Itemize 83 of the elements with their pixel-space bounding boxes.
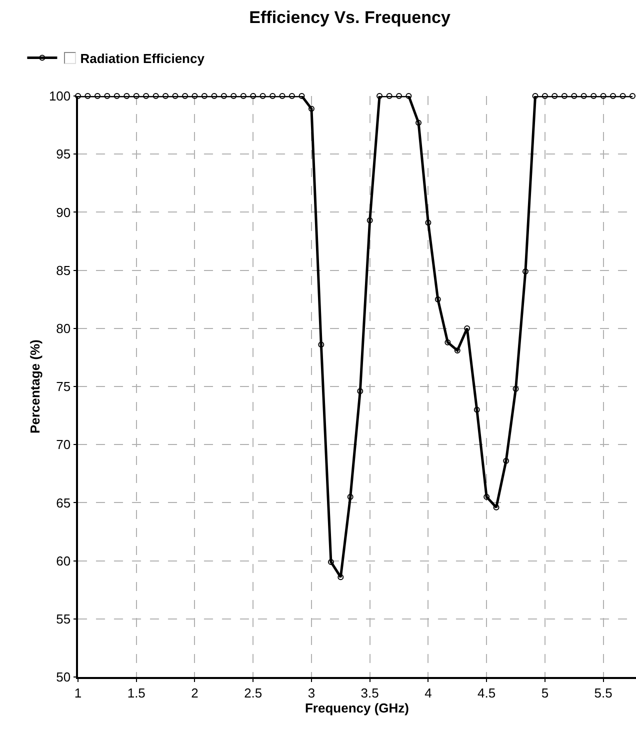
point [84,93,91,99]
point [493,504,500,510]
point [182,93,188,99]
point [376,93,383,99]
point [366,217,373,224]
point [94,93,100,99]
point [357,388,364,394]
y-axis-title: Percentage (%) [27,340,42,434]
point [542,93,548,99]
point [250,93,256,99]
point [406,93,412,99]
point [425,220,432,226]
x-tick-label: 2.5 [244,685,262,700]
point [434,296,441,302]
point [104,93,110,99]
point [561,93,568,99]
point [512,386,519,392]
point [444,339,451,346]
y-tick-label: 90 [56,204,71,220]
point [532,93,538,99]
point [152,93,159,99]
y-tick-label: 100 [48,88,71,104]
point [454,347,460,354]
point [201,93,208,99]
point [220,93,227,99]
x-tick-label: 3 [308,685,316,700]
point [279,93,286,99]
point [240,93,246,99]
point [347,494,354,500]
x-tick-label: 3.5 [360,685,379,700]
point [318,342,324,348]
point [211,93,218,99]
x-tick-label: 2 [191,685,198,700]
point [260,93,266,99]
x-tick-label: 4.5 [478,685,496,700]
x-axis-title: Frequency (GHz) [304,700,410,716]
point [620,93,626,99]
x-tick-label: 1 [74,685,82,700]
point [288,93,295,99]
point [484,494,490,500]
chart-title: Efficiency Vs. Frequency [249,8,451,27]
point [328,558,334,565]
point [298,93,305,99]
point [590,93,597,99]
point [464,325,470,332]
point [522,268,528,274]
y-tick-label: 55 [56,611,71,626]
point [338,574,344,580]
point [416,120,422,126]
point [552,93,558,99]
point [386,93,392,99]
x-tick-label: 5 [541,685,549,700]
y-tick-label: 80 [56,320,71,336]
y-tick-label: 85 [56,262,71,278]
y-tick-label: 95 [56,146,71,162]
y-tick-label: 60 [56,553,71,568]
y-tick-label: 70 [56,437,71,452]
point [600,93,606,99]
point [172,93,178,99]
y-tick-label: 65 [56,495,71,510]
point [308,106,314,112]
x-tick-label: 5.5 [594,685,612,700]
point [230,93,237,99]
point [580,93,587,99]
point [133,93,140,99]
point [630,93,636,99]
point [396,93,402,99]
point [503,458,510,464]
point [114,93,120,99]
text: Radiation Efficiency [80,50,206,66]
x-tick-label: 1.5 [127,685,146,700]
point [75,93,81,99]
point [124,93,130,99]
point [162,93,169,99]
point [270,93,276,99]
point [192,93,198,99]
point [571,93,578,99]
point [610,93,616,99]
y-tick-label: 75 [56,379,71,394]
y-tick-label: 50 [56,670,71,685]
point [143,93,150,99]
point [474,406,480,413]
x-tick-label: 4 [424,685,432,700]
